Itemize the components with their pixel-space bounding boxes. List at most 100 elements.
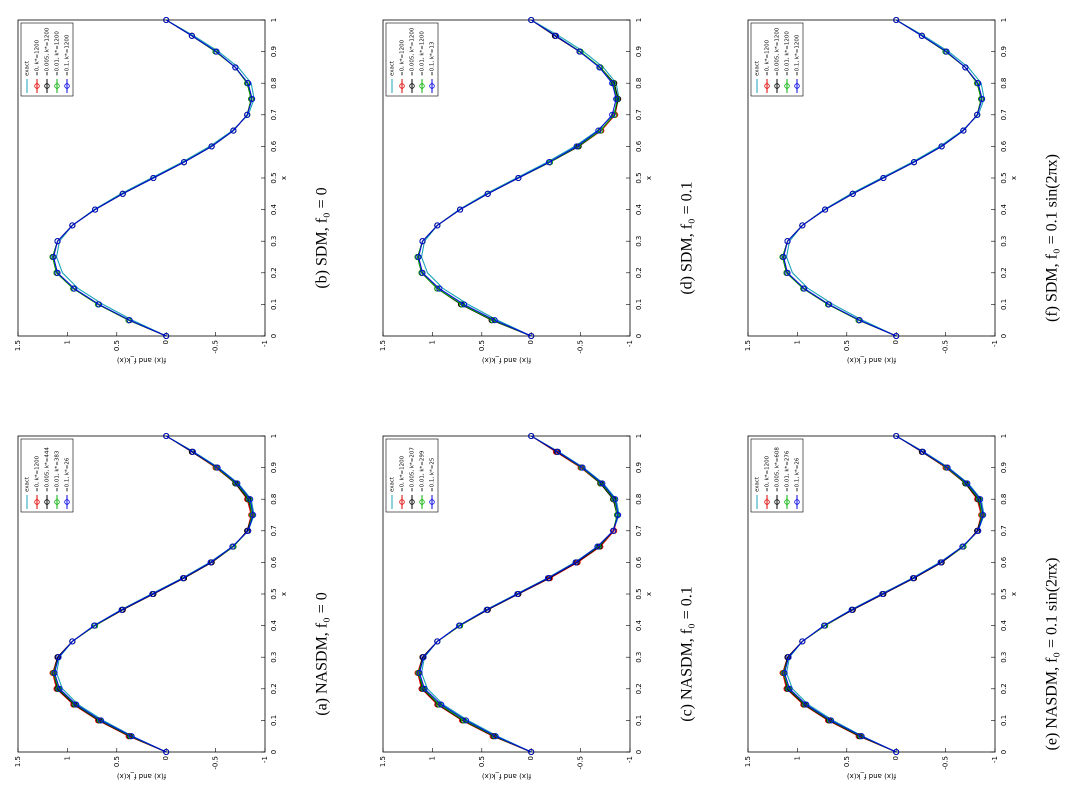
x-tick-label: 0.3 xyxy=(1000,236,1008,247)
x-tick-label: 1 xyxy=(270,18,278,22)
subfigure: 0 0.1 0.2 0.3 0.4 0.5 0.6 0.7 0.8 0.9 1 -1 -0.5 0 0.5 1… xyxy=(14,432,331,780)
series-line xyxy=(420,19,620,337)
legend-label: =0.005, k*=1200 xyxy=(410,27,416,76)
x-tick-label: 0.8 xyxy=(270,78,278,89)
legend-marker xyxy=(794,83,800,89)
data-point xyxy=(419,238,426,245)
x-tick-label: 0 xyxy=(1000,334,1008,338)
x-tick-label: 0.2 xyxy=(635,683,643,694)
x-tick-label: 0.5 xyxy=(270,172,278,183)
data-point xyxy=(249,95,256,103)
data-point xyxy=(528,432,535,440)
y-tick-label: 1.5 xyxy=(744,340,752,351)
data-point xyxy=(554,448,561,455)
y-tick-label: -0.5 xyxy=(212,340,220,354)
x-tick-label: 0 xyxy=(635,750,643,754)
x-tick-label: 0.5 xyxy=(1000,588,1008,599)
data-point xyxy=(54,269,61,276)
data-point xyxy=(163,748,170,756)
legend-label: =0.01, k*=383 xyxy=(55,450,61,492)
y-tick-label: 1.5 xyxy=(14,340,22,351)
legend-label: =0.01, k*=1200 xyxy=(785,31,791,76)
y-tick-label: 0.5 xyxy=(113,756,121,767)
series-line xyxy=(783,19,983,337)
x-tick-label: 0.9 xyxy=(270,46,278,57)
series-line xyxy=(54,435,254,753)
subfigure: 0 0.1 0.2 0.3 0.4 0.5 0.6 0.7 0.8 0.9 1 -1 -0.5 0 0.5 1… xyxy=(379,16,696,364)
legend-marker xyxy=(34,499,40,505)
legend-box xyxy=(750,22,804,97)
legend-box xyxy=(385,438,439,513)
legend-label: =0, k*=1200 xyxy=(400,455,406,492)
data-point xyxy=(50,253,57,261)
legend-box xyxy=(385,22,439,97)
legend-marker xyxy=(429,83,435,89)
x-tick-label: 0.7 xyxy=(1000,525,1008,536)
x-tick-label: 0.6 xyxy=(270,556,278,568)
data-point xyxy=(974,111,981,118)
y-tick-label: -1 xyxy=(991,340,999,347)
y-tick-label: 0 xyxy=(162,756,170,760)
legend-marker xyxy=(34,83,40,89)
x-axis-label: x xyxy=(645,592,653,596)
data-point xyxy=(595,127,602,134)
data-point xyxy=(415,253,422,261)
legend-label: =0.005, k*=207 xyxy=(410,447,416,492)
data-point xyxy=(822,206,829,213)
data-point xyxy=(784,238,791,245)
data-point xyxy=(848,606,855,613)
x-tick-label: 0.1 xyxy=(1000,299,1008,310)
data-point xyxy=(552,32,559,39)
legend-marker xyxy=(44,499,50,505)
legend-marker xyxy=(774,83,780,89)
y-tick-label: 1 xyxy=(63,340,71,344)
x-tick-label: 0.9 xyxy=(1000,46,1008,57)
legend-label: =0.01, k*=299 xyxy=(420,450,426,492)
x-axis-label: x xyxy=(1010,592,1018,596)
legend-marker xyxy=(44,83,50,89)
caption: (d) SDM, f₀ = 0.1 xyxy=(679,181,696,294)
x-axis-label: x xyxy=(280,176,288,180)
data-point xyxy=(893,332,900,340)
y-tick-label: 0 xyxy=(162,340,170,344)
data-point xyxy=(163,16,170,24)
x-tick-label: 0.7 xyxy=(270,109,278,120)
data-point xyxy=(54,238,61,245)
legend-label: =0, k*=1200 xyxy=(35,39,41,76)
y-tick-label: -1 xyxy=(626,756,634,763)
y-tick-label: -1 xyxy=(991,756,999,763)
legend-marker xyxy=(64,83,70,89)
series-line xyxy=(53,19,253,337)
data-point xyxy=(119,190,126,197)
legend-label: exact xyxy=(390,476,396,492)
x-tick-label: 0 xyxy=(270,750,278,754)
legend-label: =0.005, k*=444 xyxy=(45,447,51,492)
data-point xyxy=(91,622,98,629)
legend-marker xyxy=(64,499,70,505)
x-tick-label: 1 xyxy=(635,18,643,22)
data-point xyxy=(918,32,925,39)
data-point xyxy=(784,269,791,276)
x-tick-label: 0.6 xyxy=(635,556,643,568)
x-tick-label: 0.5 xyxy=(635,172,643,183)
x-tick-label: 0.3 xyxy=(635,236,643,247)
data-point xyxy=(419,269,426,276)
data-point xyxy=(434,222,441,229)
legend-label: exact xyxy=(25,60,31,76)
subfigure: 0 0.1 0.2 0.3 0.4 0.5 0.6 0.7 0.8 0.9 1 -1 -0.5 0 0.5 1… xyxy=(14,16,331,364)
x-tick-label: 0.5 xyxy=(270,588,278,599)
y-axis-label: f(x) and f_k(x) xyxy=(847,772,897,780)
x-tick-label: 0.3 xyxy=(270,236,278,247)
x-tick-label: 0.2 xyxy=(635,267,643,278)
data-point xyxy=(910,159,918,166)
data-point xyxy=(232,64,239,71)
data-point xyxy=(943,48,950,55)
y-tick-label: -0.5 xyxy=(942,756,950,770)
x-tick-label: 0.4 xyxy=(1000,203,1008,215)
legend-marker xyxy=(399,499,405,505)
x-tick-label: 0.1 xyxy=(635,299,643,310)
data-point xyxy=(234,480,241,487)
y-tick-label: -1 xyxy=(626,340,634,347)
data-point xyxy=(544,575,552,582)
x-tick-label: 1 xyxy=(1000,434,1008,438)
